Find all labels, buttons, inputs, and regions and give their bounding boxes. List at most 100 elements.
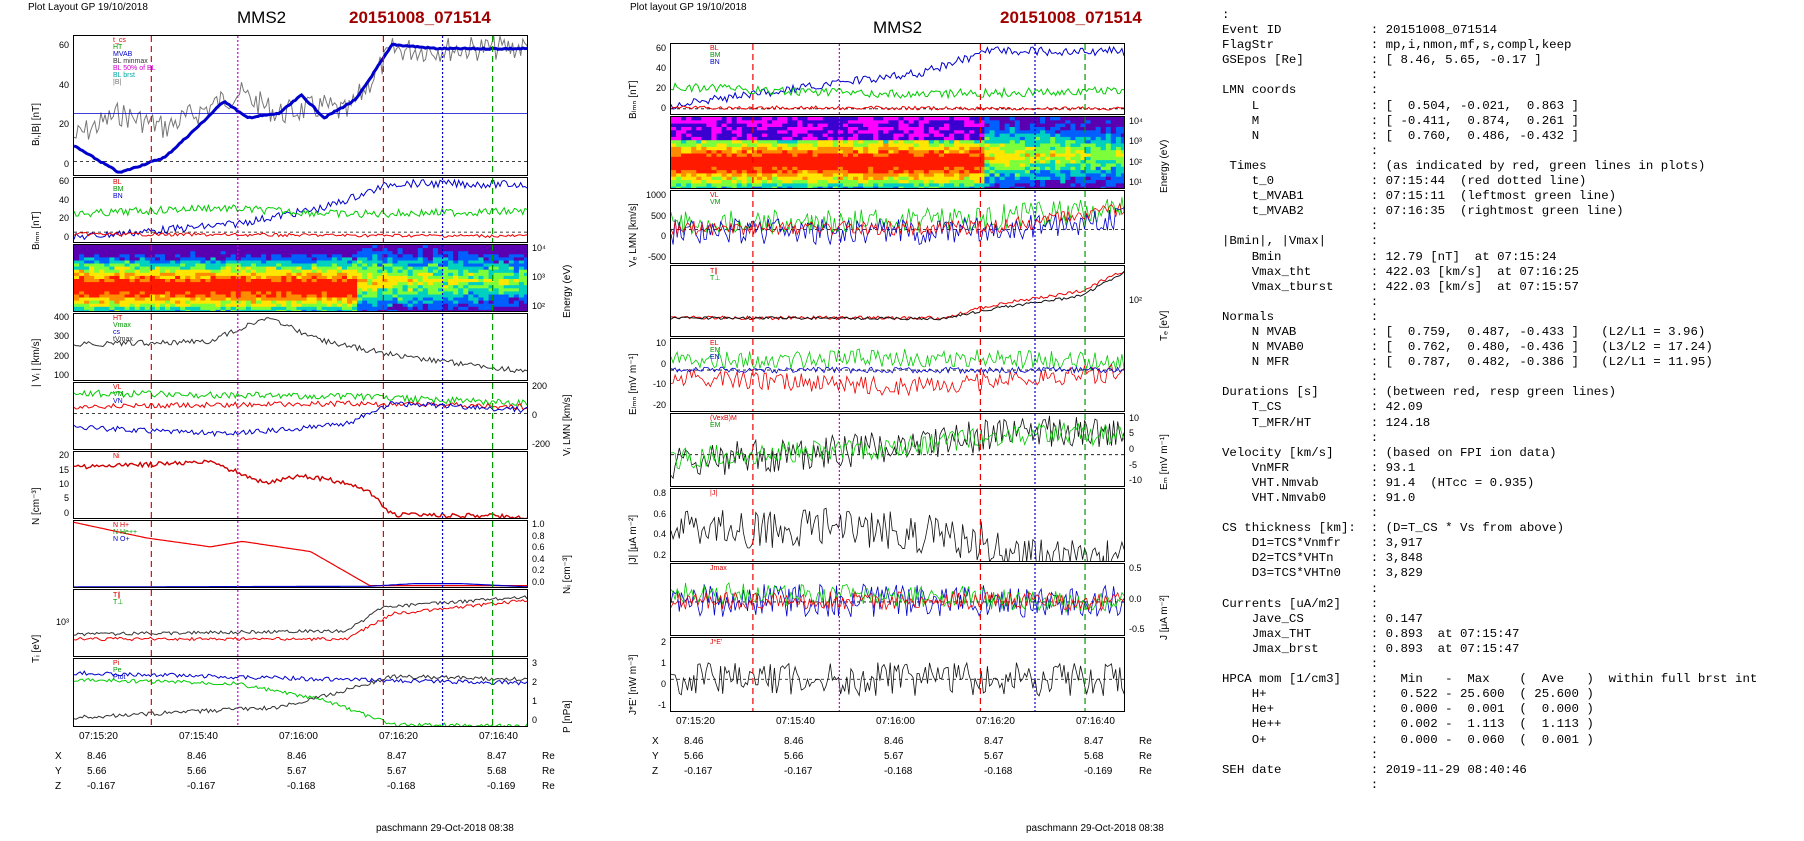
spectrogram-cell xyxy=(1019,173,1026,178)
spectrogram-cell xyxy=(711,160,718,164)
spectrogram-cell xyxy=(402,303,409,308)
spectrogram-cell xyxy=(944,127,950,131)
spectrogram-cell xyxy=(762,130,768,135)
spectrogram-cell xyxy=(508,282,515,286)
spectrogram-cell xyxy=(498,272,505,277)
spectrogram-cell xyxy=(1050,150,1056,155)
spectrogram-cell xyxy=(676,140,682,145)
spectrogram-cell xyxy=(964,146,970,151)
spectrogram-cell xyxy=(903,150,910,155)
spectrogram-cell xyxy=(873,133,879,138)
spectrogram-cell xyxy=(1090,173,1097,178)
spectrogram-cell xyxy=(756,156,763,161)
spectrogram-cell xyxy=(266,257,272,262)
spectrogram-cell xyxy=(1009,127,1016,131)
spectrogram-cell xyxy=(1055,153,1061,158)
spectrogram-cell xyxy=(701,120,707,125)
spectrogram-cell xyxy=(463,297,469,302)
spectrogram-cell xyxy=(473,282,480,286)
spectrogram-cell xyxy=(751,163,758,168)
spectrogram-cell xyxy=(1014,160,1021,164)
info-line: N MVAB : [ 0.759, 0.487, -0.433 ] (L2/L1… xyxy=(1222,324,1706,339)
spectrogram-cell xyxy=(175,279,181,283)
spectrogram-cell xyxy=(1105,127,1112,131)
spectrogram-cell xyxy=(969,143,975,148)
mid-panel-9 xyxy=(670,637,1125,712)
data-trace xyxy=(74,595,527,637)
spectrogram-cell xyxy=(1019,146,1026,151)
spectrogram-cell xyxy=(99,263,105,268)
info-line: He++ : 0.002 - 1.113 ( 1.113 ) xyxy=(1222,717,1594,732)
spectrogram-cell xyxy=(1045,123,1051,128)
spectrogram-cell xyxy=(928,140,935,145)
spectrogram-cell xyxy=(210,291,217,296)
spectrogram-cell xyxy=(1065,176,1071,181)
spectrogram-cell xyxy=(144,263,151,268)
spectrogram-cell xyxy=(235,306,242,311)
spectrogram-cell xyxy=(154,263,161,268)
spectrogram-cell xyxy=(772,160,778,164)
spectrogram-cell xyxy=(362,269,368,274)
spectrogram-cell xyxy=(417,257,424,262)
spectrogram-cell xyxy=(751,143,758,148)
spectrogram-cell xyxy=(1105,176,1112,181)
spectrogram-cell xyxy=(853,136,859,141)
spectrogram-cell xyxy=(443,263,449,268)
spectrogram-cell xyxy=(286,279,292,283)
spectrogram-cell xyxy=(503,260,510,265)
spectrogram-cell xyxy=(716,186,723,188)
spectrogram-cell xyxy=(402,294,409,299)
spectrogram-cell xyxy=(311,285,318,289)
spectrogram-cell xyxy=(681,123,687,128)
spectrogram-cell xyxy=(165,306,171,311)
spectrogram-cell xyxy=(944,156,950,161)
mid-legend-entry: BM xyxy=(710,52,721,59)
left-ytick: 10 xyxy=(58,479,69,489)
spectrogram-cell xyxy=(1050,133,1056,138)
spectrogram-cell xyxy=(741,183,748,188)
spectrogram-cell xyxy=(1024,120,1031,125)
spectrogram-cell xyxy=(336,294,343,299)
spectrogram-cell xyxy=(1100,176,1107,181)
left-legend-entry: VN xyxy=(113,398,123,405)
spectrogram-cell xyxy=(893,133,900,138)
data-trace xyxy=(671,45,1124,110)
spectrogram-cell xyxy=(104,306,110,311)
spectrogram-cell xyxy=(883,136,889,141)
spectrogram-cell xyxy=(903,146,910,151)
spectrogram-cell xyxy=(347,275,353,280)
spectrogram-cell xyxy=(797,160,804,164)
spectrogram-cell xyxy=(999,127,1006,131)
spectrogram-cell xyxy=(908,123,915,128)
spectrogram-cell xyxy=(281,245,287,249)
spectrogram-cell xyxy=(129,300,136,305)
spectrogram-cell xyxy=(1060,150,1066,155)
spectrogram-cell xyxy=(230,294,237,299)
spectrogram-cell xyxy=(331,260,338,265)
spectrogram-cell xyxy=(858,186,864,188)
spectrogram-cell xyxy=(681,120,687,125)
spectrogram-cell xyxy=(220,272,227,277)
spectrogram-cell xyxy=(721,143,728,148)
spectrogram-cell xyxy=(165,254,171,258)
spectrogram-cell xyxy=(736,117,743,121)
spectrogram-cell xyxy=(240,248,247,252)
spectrogram-cell xyxy=(523,275,527,280)
spectrogram-cell xyxy=(478,297,485,302)
spectrogram-cell xyxy=(175,248,181,252)
spectrogram-cell xyxy=(301,309,308,311)
spectrogram-cell xyxy=(686,176,692,181)
spectrogram-cell xyxy=(736,133,743,138)
spectrogram-cell xyxy=(422,306,429,311)
spectrogram-cell xyxy=(959,127,965,131)
spectrogram-cell xyxy=(488,279,495,283)
spectrogram-cell xyxy=(913,133,920,138)
spectrogram-cell xyxy=(139,266,146,271)
spectrogram-cell xyxy=(245,272,252,277)
spectrogram-cell xyxy=(240,300,247,305)
spectrogram-cell xyxy=(908,150,915,155)
spectrogram-cell xyxy=(837,153,844,158)
spectrogram-cell xyxy=(493,309,500,311)
spectrogram-cell xyxy=(402,263,409,268)
spectrogram-cell xyxy=(1065,136,1071,141)
